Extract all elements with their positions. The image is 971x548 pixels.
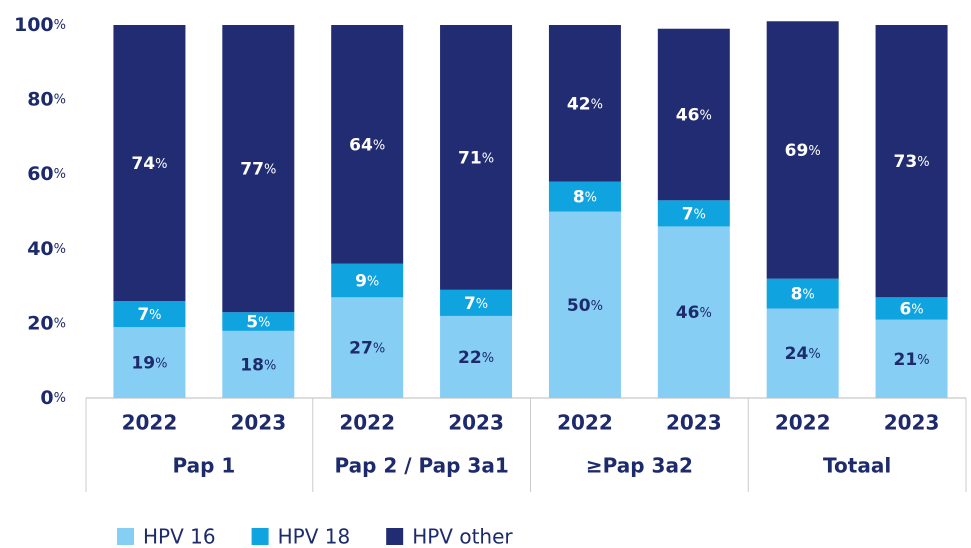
bar-segment — [875, 25, 948, 298]
bar-segment — [766, 278, 839, 309]
value-label: 71% — [458, 148, 494, 168]
value-label: 69% — [785, 141, 821, 161]
value-label: 5% — [246, 313, 270, 333]
bar-segment — [766, 21, 839, 279]
value-label: 42% — [567, 94, 603, 114]
legend-label: HPV 18 — [278, 525, 351, 548]
y-tick-label: 0% — [40, 387, 66, 409]
bar-segment — [113, 301, 186, 328]
x-tick-label: 2023 — [230, 411, 286, 435]
value-label: 8% — [573, 188, 597, 208]
bar-segment — [113, 25, 186, 302]
value-label: 7% — [137, 305, 161, 325]
bar-segment — [331, 25, 404, 264]
group-label: Pap 2 / Pap 3a1 — [334, 454, 508, 478]
bar-segment — [113, 327, 186, 398]
y-tick-label: 80% — [27, 88, 66, 110]
value-label: 46% — [676, 303, 712, 323]
group-label: Pap 1 — [172, 454, 235, 478]
value-label: 8% — [791, 285, 815, 305]
value-label: 64% — [349, 135, 385, 155]
value-label: 46% — [676, 106, 712, 126]
legend-swatch — [117, 528, 134, 545]
value-label: 21% — [894, 350, 930, 370]
value-label: 74% — [131, 154, 167, 174]
bar-segment — [657, 226, 730, 398]
x-tick-label: 2022 — [122, 411, 178, 435]
bar-segment — [657, 28, 730, 201]
bar-segment — [548, 211, 621, 398]
bar-segment — [440, 289, 513, 316]
x-tick-label: 2023 — [884, 411, 940, 435]
bar-segment — [548, 25, 621, 182]
value-label: 50% — [567, 296, 603, 316]
bar-segment — [875, 297, 948, 320]
legend-label: HPV other — [412, 525, 513, 548]
y-tick-label: 20% — [27, 312, 66, 334]
legend-swatch — [386, 528, 404, 545]
bar-segment — [222, 330, 295, 398]
group-label: Totaal — [823, 454, 891, 478]
bar-segment — [222, 312, 295, 331]
value-label: 24% — [785, 344, 821, 364]
bar-segment — [657, 200, 730, 227]
y-tick-label: 60% — [27, 163, 66, 185]
value-label: 77% — [240, 160, 276, 180]
bar-segment — [331, 297, 404, 398]
bar-segment — [766, 308, 839, 398]
value-label: 27% — [349, 339, 385, 359]
bar-segment — [548, 181, 621, 212]
value-label: 19% — [131, 354, 167, 374]
value-label: 7% — [682, 204, 706, 224]
legend-label: HPV 16 — [143, 525, 216, 548]
bar-segment — [222, 25, 295, 313]
value-label: 7% — [464, 294, 488, 314]
value-label: 18% — [240, 355, 276, 375]
bar-segment — [331, 263, 404, 298]
value-label: 22% — [458, 348, 494, 368]
bar-segment — [440, 25, 513, 290]
value-label: 73% — [894, 152, 930, 172]
x-tick-label: 2022 — [557, 411, 613, 435]
value-label: 9% — [355, 272, 379, 292]
bar-segment — [440, 315, 513, 398]
x-tick-label: 2022 — [775, 411, 831, 435]
x-tick-label: 2023 — [448, 411, 504, 435]
y-tick-label: 100% — [14, 14, 66, 36]
legend-swatch — [251, 528, 269, 545]
value-label: 6% — [899, 299, 923, 319]
bar-segment — [875, 319, 948, 398]
x-tick-label: 2022 — [339, 411, 395, 435]
group-label: ≥Pap 3a2 — [586, 454, 693, 478]
y-tick-label: 40% — [27, 237, 66, 259]
x-tick-label: 2023 — [666, 411, 722, 435]
